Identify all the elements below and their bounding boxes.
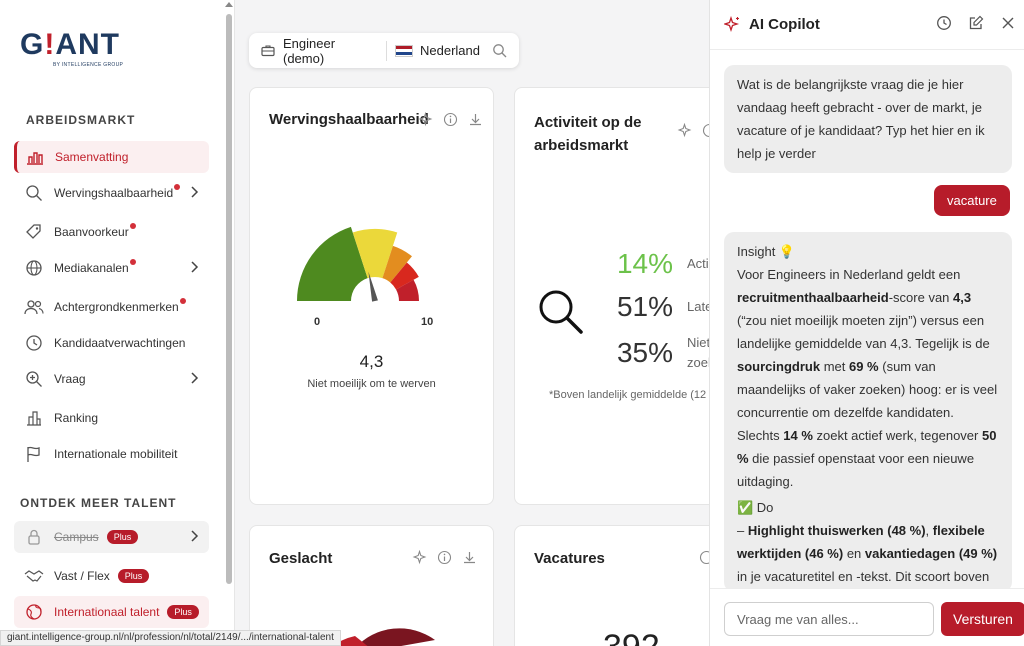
sidebar-scrollbar[interactable] <box>226 14 232 584</box>
chevron-right-icon <box>189 529 199 546</box>
sidebar-item-ranking[interactable]: Ranking <box>14 402 209 434</box>
flag-icon <box>24 444 44 464</box>
search-icon[interactable] <box>492 43 507 58</box>
netherlands-flag-icon <box>395 44 413 57</box>
section-arbeidsmarkt: ARBEIDSMARKT <box>26 113 136 127</box>
sidebar-item-wervingshaalbaarheid[interactable]: Wervingshaalbaarheid <box>14 177 209 209</box>
close-icon[interactable] <box>1000 15 1016 36</box>
magnifier-icon <box>537 288 585 341</box>
sidebar-item-campus[interactable]: Campus Plus <box>14 521 209 553</box>
gender-pie-chart <box>332 628 435 646</box>
copilot-title: AI Copilot <box>749 16 820 33</box>
plus-badge: Plus <box>117 569 150 583</box>
card-title: Vacatures <box>534 550 605 567</box>
send-button[interactable]: Versturen <box>941 602 1024 636</box>
info-icon[interactable] <box>437 550 452 570</box>
stat-not-searching: 35% Niet zoek <box>616 335 715 370</box>
stat-latent: 51% Late <box>616 291 713 322</box>
sidebar-item-kandidaatverwachtingen[interactable]: Kandidaatverwachtingen <box>14 327 209 359</box>
copilot-footer: Versturen <box>710 588 1024 646</box>
chevron-right-icon <box>189 260 199 277</box>
chevron-right-icon <box>189 371 199 388</box>
download-icon[interactable] <box>468 112 483 132</box>
card-title: Activiteit op de arbeidsmarkt <box>534 114 642 154</box>
gauge-min-label: 0 <box>314 316 321 328</box>
vacancies-count: 392 <box>603 628 660 646</box>
search-icon <box>24 183 44 203</box>
download-icon[interactable] <box>462 550 477 570</box>
briefcase-icon <box>261 44 275 57</box>
globe-icon <box>24 258 44 278</box>
gauge-needle <box>368 271 378 302</box>
people-icon <box>24 297 44 317</box>
notification-dot <box>129 223 136 229</box>
assistant-intro-message: Wat is de belangrijkste vraag die je hie… <box>724 65 1012 173</box>
sparkle-icon <box>724 16 741 33</box>
notification-dot <box>179 298 186 304</box>
country-label[interactable]: Nederland <box>420 43 480 58</box>
sidebar-item-vast-flex[interactable]: Vast / Flex Plus <box>14 560 209 592</box>
sparkle-icon[interactable] <box>677 122 692 143</box>
ai-copilot-panel: AI Copilot Wat is de belangrijkste vraag… <box>709 0 1024 646</box>
sparkle-icon[interactable] <box>412 549 427 570</box>
card-title: Wervingshaalbaarheid <box>269 111 429 128</box>
copilot-header: AI Copilot <box>710 0 1024 50</box>
building-icon <box>24 408 44 428</box>
globe-icon <box>24 602 44 622</box>
recruitability-gauge <box>297 226 419 302</box>
stat-active: 14% Acti <box>616 248 709 279</box>
gauge-caption: Niet moeilijk om te werven <box>307 378 436 390</box>
profession-country-filter[interactable]: Engineer (demo) Nederland <box>249 33 519 68</box>
notification-dot <box>174 184 181 190</box>
clock-icon <box>24 333 44 353</box>
vacancies-card: Vacatures 392 <box>514 525 744 646</box>
footnote: *Boven landelijk gemiddelde (12 <box>549 389 707 401</box>
sidebar-item-baanvoorkeur[interactable]: Baanvoorkeur <box>14 216 209 248</box>
handshake-icon <box>24 566 44 586</box>
sidebar-item-samenvatting[interactable]: Samenvatting <box>14 141 209 173</box>
sidebar: G!ANT BY INTELLIGENCE GROUP ARBEIDSMARKT… <box>0 0 235 646</box>
tag-icon <box>24 222 44 242</box>
gauge-segment-yellow <box>352 229 398 279</box>
sidebar-item-internationaal-talent[interactable]: Internationaal talent Plus <box>14 596 209 628</box>
gauge-segment-darkred <box>396 279 419 301</box>
zoom-in-icon <box>24 369 44 389</box>
recruitability-card: Wervingshaalbaarheid 0 10 4,3 Niet moeil… <box>249 87 494 505</box>
sidebar-item-vraag[interactable]: Vraag <box>14 363 209 395</box>
scroll-up-arrow[interactable] <box>225 2 233 7</box>
giant-logo[interactable]: G!ANT BY INTELLIGENCE GROUP <box>20 28 124 69</box>
chevron-right-icon <box>189 185 199 202</box>
plus-badge: Plus <box>167 605 199 619</box>
gauge-value: 4,3 <box>359 352 384 371</box>
card-title: Geslacht <box>269 550 333 567</box>
user-message: vacature <box>934 185 1010 216</box>
history-icon[interactable] <box>936 15 952 36</box>
info-icon[interactable] <box>443 112 458 132</box>
divider <box>386 40 388 61</box>
section-ontdek-meer-talent: ONTDEK MEER TALENT <box>20 496 177 510</box>
notification-dot <box>129 259 136 265</box>
assistant-insight-message: Insight 💡 Voor Engineers in Nederland ge… <box>724 232 1012 592</box>
sidebar-item-mediakanalen[interactable]: Mediakanalen <box>14 252 209 284</box>
gauge-segment-green <box>297 226 368 301</box>
gender-card: Geslacht <box>249 525 494 646</box>
profession-label[interactable]: Engineer (demo) <box>283 35 336 66</box>
sidebar-item-internationale-mobiliteit[interactable]: Internationale mobiliteit <box>14 438 209 470</box>
lock-icon <box>24 527 44 547</box>
gauge-segment-red <box>390 262 419 290</box>
copilot-message-input[interactable] <box>724 602 934 636</box>
activity-card: Activiteit op de arbeidsmarkt 14% Acti 5… <box>514 87 744 505</box>
new-chat-icon[interactable] <box>968 15 984 36</box>
sidebar-item-achtergrondkenmerken[interactable]: Achtergrondkenmerken <box>14 291 209 323</box>
gauge-segment-orange <box>382 245 412 283</box>
sparkle-icon[interactable] <box>418 111 433 132</box>
browser-status-url: giant.intelligence-group.nl/nl/professio… <box>0 630 341 646</box>
gauge-max-label: 10 <box>421 316 434 328</box>
plus-badge: Plus <box>106 530 139 544</box>
bar-chart-icon <box>25 147 45 167</box>
